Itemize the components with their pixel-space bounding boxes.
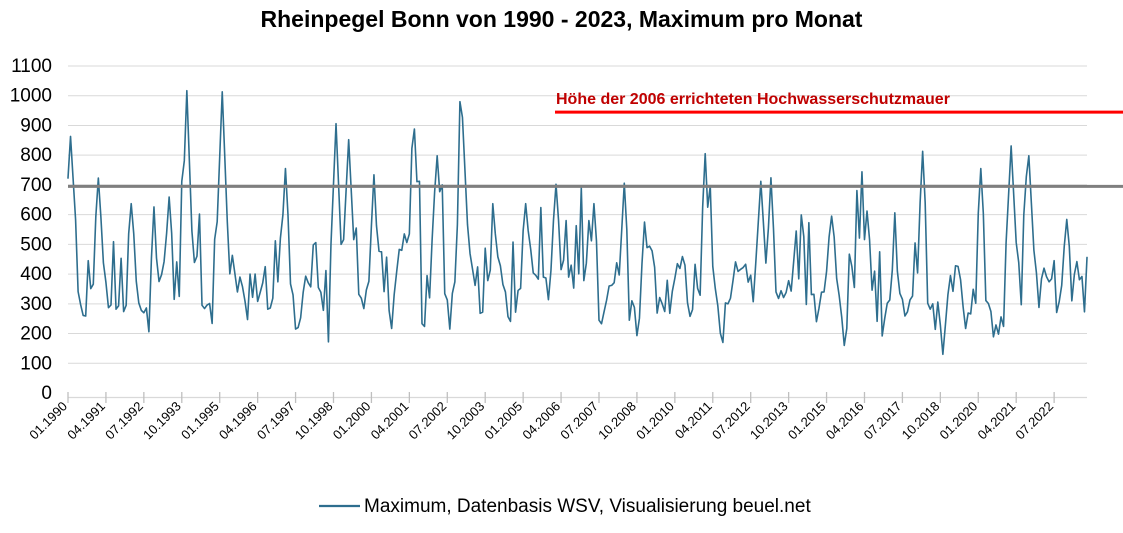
svg-text:400: 400 — [20, 264, 52, 285]
svg-text:10.2018: 10.2018 — [899, 399, 943, 443]
svg-text:04.1991: 04.1991 — [64, 399, 108, 443]
svg-text:10.2003: 10.2003 — [443, 399, 487, 443]
svg-text:01.2005: 01.2005 — [481, 399, 525, 443]
svg-text:800: 800 — [20, 145, 52, 166]
svg-text:Höhe der 2006 errichteten Hoch: Höhe der 2006 errichteten Hochwasserschu… — [556, 91, 950, 108]
svg-text:07.2012: 07.2012 — [709, 399, 753, 443]
svg-text:500: 500 — [20, 234, 52, 255]
svg-text:07.2002: 07.2002 — [406, 399, 450, 443]
svg-text:300: 300 — [20, 294, 52, 315]
svg-text:01.1990: 01.1990 — [26, 399, 70, 443]
svg-text:04.2016: 04.2016 — [823, 399, 867, 443]
svg-text:1100: 1100 — [11, 56, 52, 77]
svg-text:04.2021: 04.2021 — [974, 399, 1018, 443]
svg-text:01.2010: 01.2010 — [633, 399, 677, 443]
svg-text:01.2000: 01.2000 — [330, 399, 374, 443]
svg-text:07.1992: 07.1992 — [102, 399, 146, 443]
svg-text:600: 600 — [20, 205, 52, 226]
svg-text:07.2017: 07.2017 — [861, 399, 905, 443]
svg-text:0: 0 — [41, 383, 52, 404]
svg-text:01.2015: 01.2015 — [785, 399, 829, 443]
svg-text:01.2020: 01.2020 — [937, 399, 981, 443]
svg-text:04.2011: 04.2011 — [672, 399, 715, 442]
svg-text:01.1995: 01.1995 — [178, 399, 222, 443]
svg-text:900: 900 — [20, 115, 52, 136]
svg-text:04.2006: 04.2006 — [519, 399, 563, 443]
svg-text:07.2007: 07.2007 — [557, 399, 601, 443]
svg-text:04.2001: 04.2001 — [368, 399, 412, 443]
svg-text:10.2008: 10.2008 — [595, 399, 639, 443]
svg-text:10.1993: 10.1993 — [140, 399, 184, 443]
svg-text:10.1998: 10.1998 — [292, 399, 336, 443]
svg-text:Maximum, Datenbasis WSV, Visua: Maximum, Datenbasis WSV, Visualisierung … — [364, 496, 811, 517]
svg-text:1000: 1000 — [10, 86, 52, 107]
svg-text:07.2022: 07.2022 — [1012, 399, 1056, 443]
svg-text:07.1997: 07.1997 — [254, 399, 298, 443]
svg-text:10.2013: 10.2013 — [747, 399, 791, 443]
svg-text:04.1996: 04.1996 — [216, 399, 260, 443]
svg-text:200: 200 — [20, 324, 52, 345]
svg-text:100: 100 — [20, 353, 52, 374]
svg-text:700: 700 — [20, 175, 52, 196]
